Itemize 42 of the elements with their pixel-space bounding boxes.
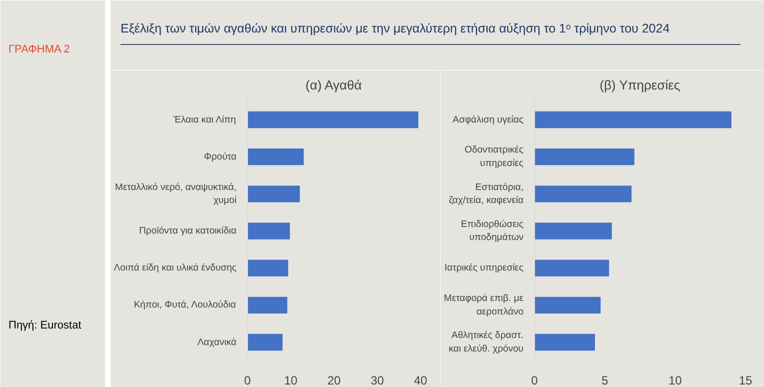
x-tick-label: 20 bbox=[327, 374, 341, 387]
y-tick-label: Εστιατόρια, ζαχ/τεία, καφενεία bbox=[448, 182, 524, 206]
x-tick-label: 0 bbox=[531, 374, 538, 387]
bar bbox=[248, 186, 300, 202]
x-tick-label: 5 bbox=[601, 374, 608, 387]
bar bbox=[248, 334, 283, 351]
text: Πηγή: Eurostat bbox=[8, 320, 82, 332]
bar bbox=[534, 334, 595, 351]
y-tick-label: Μεταφορά επιβ. με αεροπλάνο bbox=[444, 293, 524, 318]
chart-title: (β) Υπηρεσίες bbox=[600, 78, 680, 92]
bar bbox=[534, 222, 612, 240]
chart-title: (α) Αγαθά bbox=[306, 78, 362, 92]
bar bbox=[248, 222, 290, 240]
y-tick-label: Οδοντιατρικές υπηρεσίες bbox=[464, 144, 524, 169]
x-tick-label: 15 bbox=[738, 374, 752, 387]
y-tick-label: Επιδιορθώσεις υποδημάτων bbox=[460, 218, 524, 244]
bar bbox=[248, 296, 288, 314]
bar bbox=[248, 111, 418, 128]
y-tick-label: Προϊόντα για κατοικίδια bbox=[139, 226, 238, 236]
bar bbox=[534, 148, 634, 166]
x-tick-label: 10 bbox=[668, 374, 682, 387]
y-tick-label: Λαχανικά bbox=[197, 336, 238, 348]
x-tick-label: 0 bbox=[244, 374, 252, 387]
x-tick-label: 40 bbox=[414, 374, 428, 387]
y-tick-label: Έλαια και Λίπη bbox=[172, 114, 236, 126]
text: Εξέλιξη των τιμών αγαθών και υπηρεσιών με την μεγαλύτερη ετήσια αύξηση το 1ᵒ τρίμηνο του 2024 bbox=[120, 22, 670, 36]
y-tick-label: Λοιπά είδη και υλικά ένδυσης bbox=[114, 262, 237, 274]
bar bbox=[534, 111, 732, 128]
text: ΓΡΑΦΗΜΑ 2 bbox=[8, 44, 70, 56]
y-tick-label: Φρούτα bbox=[204, 151, 238, 162]
bar bbox=[534, 296, 601, 314]
y-tick-label: Ασφάλιση υγείας bbox=[452, 114, 524, 126]
y-tick-label: Μεταλλικό νερό, αναψυκτικά, χυμοί bbox=[115, 182, 238, 206]
bar bbox=[248, 260, 288, 276]
bar bbox=[534, 186, 632, 202]
y-tick-label: Ιατρικές υπηρεσίες bbox=[444, 262, 524, 274]
y-tick-label: Κήποι, Φυτά, Λουλούδια bbox=[134, 300, 236, 311]
y-tick-label: Αθλητικές δραστ. και ελεύθ. χρόνου bbox=[448, 330, 524, 354]
bar bbox=[248, 148, 304, 166]
x-tick-label: 30 bbox=[370, 374, 384, 387]
bar bbox=[534, 260, 610, 276]
x-tick-label: 10 bbox=[284, 374, 298, 387]
